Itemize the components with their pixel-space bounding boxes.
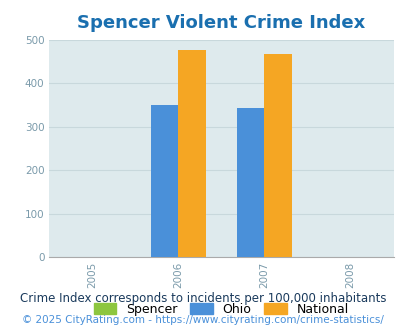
Title: Spencer Violent Crime Index: Spencer Violent Crime Index	[77, 15, 364, 32]
Bar	[178, 50, 205, 257]
Legend: Spencer, Ohio, National: Spencer, Ohio, National	[94, 303, 348, 316]
Text: Crime Index corresponds to incidents per 100,000 inhabitants: Crime Index corresponds to incidents per…	[20, 292, 385, 305]
Bar	[236, 108, 264, 257]
Bar	[150, 105, 178, 257]
Text: © 2025 CityRating.com - https://www.cityrating.com/crime-statistics/: © 2025 CityRating.com - https://www.city…	[22, 315, 383, 325]
Bar	[264, 54, 291, 257]
